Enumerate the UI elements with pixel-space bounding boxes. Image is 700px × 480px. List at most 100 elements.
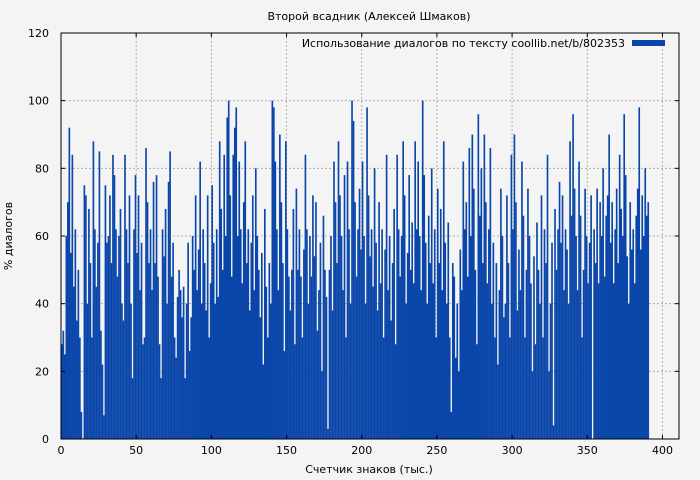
bar — [528, 236, 531, 439]
bar — [521, 161, 523, 440]
bar — [497, 364, 499, 439]
bar — [85, 195, 87, 439]
bar — [197, 249, 200, 439]
bar — [376, 310, 379, 439]
bar — [148, 263, 150, 439]
bar — [575, 236, 577, 439]
bar — [411, 222, 414, 439]
bar — [227, 100, 230, 440]
bar — [73, 286, 75, 439]
bar — [224, 236, 227, 439]
y-tick-label: 120 — [28, 27, 49, 40]
bar — [623, 114, 626, 439]
bar — [477, 114, 480, 439]
bar — [414, 141, 417, 439]
bar — [89, 263, 92, 439]
bar — [393, 208, 395, 439]
bar — [370, 229, 373, 439]
bar — [98, 151, 101, 439]
x-tick-label: 100 — [201, 444, 222, 457]
bar — [602, 168, 604, 440]
bar — [522, 215, 525, 439]
bar — [292, 208, 295, 439]
bar — [241, 283, 244, 439]
bar — [322, 215, 325, 439]
bar — [127, 263, 129, 439]
bar — [450, 411, 453, 439]
bar — [169, 151, 171, 439]
bar — [406, 252, 409, 439]
bar — [534, 344, 537, 439]
bar — [282, 263, 284, 439]
bar — [277, 290, 280, 439]
bar — [412, 283, 415, 439]
y-tick-label: 60 — [35, 230, 49, 243]
bar — [100, 330, 102, 439]
bar — [212, 242, 215, 439]
bar — [270, 303, 272, 439]
bar — [194, 195, 197, 439]
bar — [402, 141, 404, 439]
bar — [193, 269, 195, 439]
bar — [352, 120, 355, 439]
bar — [202, 229, 204, 439]
bar — [515, 202, 517, 439]
bar — [91, 337, 93, 439]
bar — [118, 236, 120, 439]
bar — [573, 188, 576, 439]
bar — [232, 154, 235, 440]
bar — [128, 195, 131, 439]
bar — [465, 202, 468, 439]
bar — [83, 185, 86, 439]
bar — [527, 188, 529, 439]
bar — [109, 195, 111, 439]
bar — [152, 181, 155, 439]
bar — [295, 188, 298, 439]
bar — [638, 107, 641, 439]
bar — [596, 188, 598, 439]
y-axis-label: % диалогов — [2, 202, 15, 270]
bar — [248, 310, 251, 439]
bar — [451, 263, 454, 439]
bar — [507, 263, 510, 439]
bar — [545, 263, 547, 439]
bar — [581, 337, 583, 439]
bar — [391, 263, 394, 439]
bar — [124, 154, 126, 440]
bar — [244, 141, 247, 439]
bar — [489, 148, 492, 440]
bar — [345, 337, 347, 439]
bar — [94, 229, 96, 439]
bar — [387, 290, 389, 439]
bar — [175, 357, 177, 439]
bar — [396, 154, 398, 440]
bar — [178, 269, 180, 439]
bar — [316, 330, 319, 439]
bar — [354, 202, 356, 439]
bar — [223, 154, 226, 440]
bar — [429, 263, 432, 439]
legend-label: Использование диалогов по тексту coollib… — [302, 37, 625, 50]
bar — [525, 269, 528, 439]
bar — [315, 202, 317, 439]
bar — [593, 229, 595, 439]
bar — [439, 208, 442, 439]
bar — [333, 161, 335, 440]
bar — [274, 161, 277, 440]
bar — [476, 344, 478, 439]
bar — [64, 354, 66, 439]
bar — [558, 181, 561, 439]
bar — [620, 208, 623, 439]
bar — [399, 276, 401, 439]
bar — [331, 310, 334, 439]
bar — [518, 249, 520, 439]
bar — [262, 364, 265, 439]
bar — [424, 242, 427, 439]
bar — [140, 242, 143, 439]
bar — [349, 303, 352, 439]
bar — [70, 252, 72, 439]
bar — [209, 283, 212, 439]
bar — [624, 175, 627, 439]
bar — [531, 371, 534, 439]
bar — [310, 276, 313, 439]
